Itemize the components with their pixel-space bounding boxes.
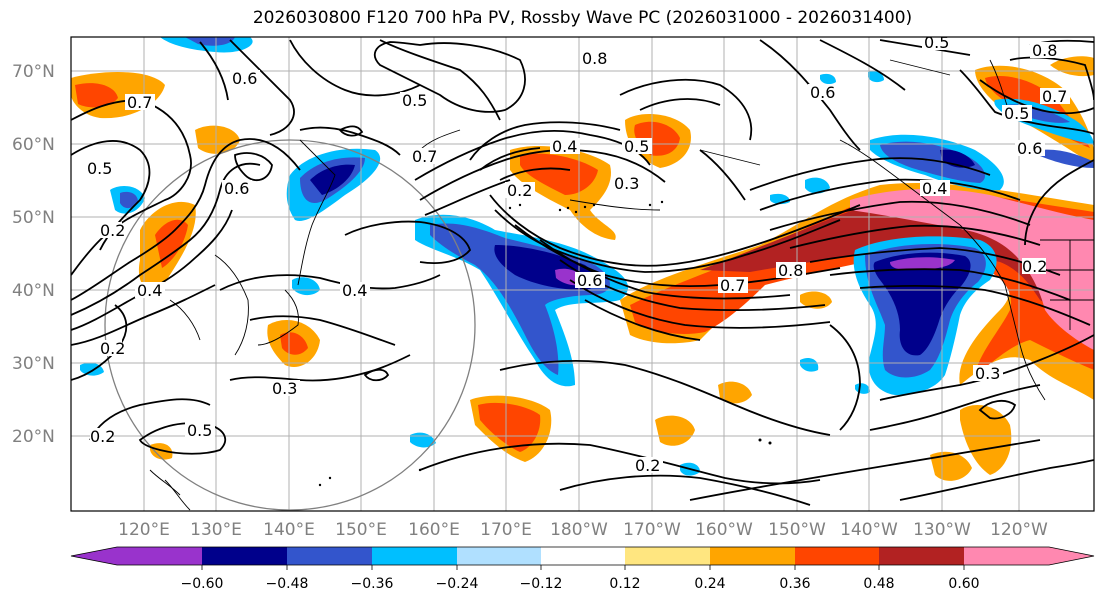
lon-label: 170°W — [623, 520, 681, 540]
colorbar-cell — [879, 547, 964, 565]
contour-label: 0.2 — [90, 427, 115, 446]
lon-label: 130°E — [190, 520, 242, 540]
colorbar-cell — [541, 547, 625, 565]
colorbar-tick-label: 0.24 — [694, 576, 725, 592]
contour-label: 0.2 — [507, 181, 532, 200]
lon-label: 140°W — [840, 520, 898, 540]
contour-label: 0.7 — [1042, 87, 1067, 106]
lon-label: 120°E — [118, 520, 170, 540]
lon-label: 140°E — [263, 520, 315, 540]
contour-label: 0.5 — [402, 91, 427, 110]
contour-label: 0.4 — [922, 179, 947, 198]
lon-label: 150°E — [335, 520, 387, 540]
colorbar-cell — [287, 547, 372, 565]
contour-label: 0.5 — [187, 421, 212, 440]
contour-label: 0.7 — [412, 147, 437, 166]
colorbar-cell — [710, 547, 795, 565]
colorbar-tick-label: 0.48 — [863, 576, 894, 592]
colorbar-high-extend — [1049, 547, 1094, 565]
map-frame — [70, 36, 1095, 512]
lon-label: 170°E — [480, 520, 532, 540]
lon-label: 160°E — [408, 520, 460, 540]
colorbar-cell — [457, 547, 541, 565]
contour-label: 0.3 — [975, 364, 1000, 383]
lat-label: 50°N — [12, 208, 55, 228]
colorbar-tick-label: −0.12 — [520, 576, 563, 592]
contour-label: 0.5 — [1004, 104, 1029, 123]
contour-label: 0.3 — [272, 379, 297, 398]
colorbar-tick-label: −0.48 — [266, 576, 309, 592]
lon-label: 160°W — [695, 520, 753, 540]
contour-label: 0.8 — [1032, 41, 1057, 60]
contour-label: 0.2 — [100, 221, 125, 240]
coastlines — [149, 59, 1094, 511]
lat-label: 20°N — [12, 427, 55, 447]
lon-label: 180°W — [550, 520, 608, 540]
colorbar-tick-label: 0.60 — [948, 576, 979, 592]
range-circle — [104, 139, 476, 511]
contour-label: 0.7 — [720, 276, 745, 295]
contour-label: 0.4 — [342, 281, 367, 300]
lat-label: 70°N — [12, 62, 55, 82]
lon-label: 130°W — [913, 520, 971, 540]
contour-label: 0.7 — [127, 93, 152, 112]
contour-label: 0.5 — [87, 159, 112, 178]
colorbar-tick-label: −0.36 — [351, 576, 394, 592]
contour-label: 0.4 — [552, 137, 577, 156]
contour-label: 0.6 — [577, 271, 602, 290]
colorbar-cell — [202, 547, 287, 565]
contour-label: 0.3 — [614, 174, 639, 193]
contour-label: 0.6 — [224, 179, 249, 198]
lat-label: 30°N — [12, 354, 55, 374]
contour-labels: 0.5 0.8 0.8 0.6 0.7 0.5 0.6 0.7 0.5 0.4 … — [85, 33, 1070, 475]
lat-label: 40°N — [12, 281, 55, 301]
colorbar-tick-label: −0.24 — [436, 576, 479, 592]
contour-label: 0.4 — [137, 281, 162, 300]
colorbar: −0.60 −0.48 −0.36 −0.24 −0.12 0.12 0.24 … — [70, 546, 1095, 592]
lat-label: 60°N — [12, 135, 55, 155]
colorbar-cell — [372, 547, 457, 565]
contour-label: 0.6 — [232, 69, 257, 88]
colorbar-low-extend — [71, 547, 117, 565]
contour-label: 0.8 — [778, 261, 803, 280]
pv-contours — [71, 39, 1094, 506]
colorbar-tick-label: 0.36 — [779, 576, 810, 592]
map-title: 2026030800 F120 700 hPa PV, Rossby Wave … — [252, 8, 913, 28]
contour-label: 0.2 — [100, 339, 125, 358]
contour-label: 0.2 — [1022, 257, 1047, 276]
contour-label: 0.8 — [582, 49, 607, 68]
colorbar-cell — [625, 547, 710, 565]
cold-anomaly-fill — [80, 37, 1094, 476]
contour-label: 0.6 — [1017, 139, 1042, 158]
lon-label: 150°W — [768, 520, 826, 540]
latitude-labels: 70°N 60°N 50°N 40°N 30°N 20°N — [12, 62, 55, 447]
lon-label: 120°W — [990, 520, 1048, 540]
colorbar-cell — [964, 547, 1049, 565]
contour-label: 0.5 — [624, 137, 649, 156]
map-field: 0.5 0.8 0.8 0.6 0.7 0.5 0.6 0.7 0.5 0.4 … — [71, 33, 1094, 511]
contour-label: 0.5 — [924, 33, 949, 52]
colorbar-tick-label: 0.12 — [609, 576, 640, 592]
longitude-labels: 120°E 130°E 140°E 150°E 160°E 170°E 180°… — [118, 520, 1048, 540]
colorbar-cell — [117, 547, 202, 565]
contour-label: 0.6 — [810, 83, 835, 102]
contour-label: 0.2 — [635, 456, 660, 475]
colorbar-cell — [795, 547, 879, 565]
colorbar-tick-label: −0.60 — [181, 576, 224, 592]
